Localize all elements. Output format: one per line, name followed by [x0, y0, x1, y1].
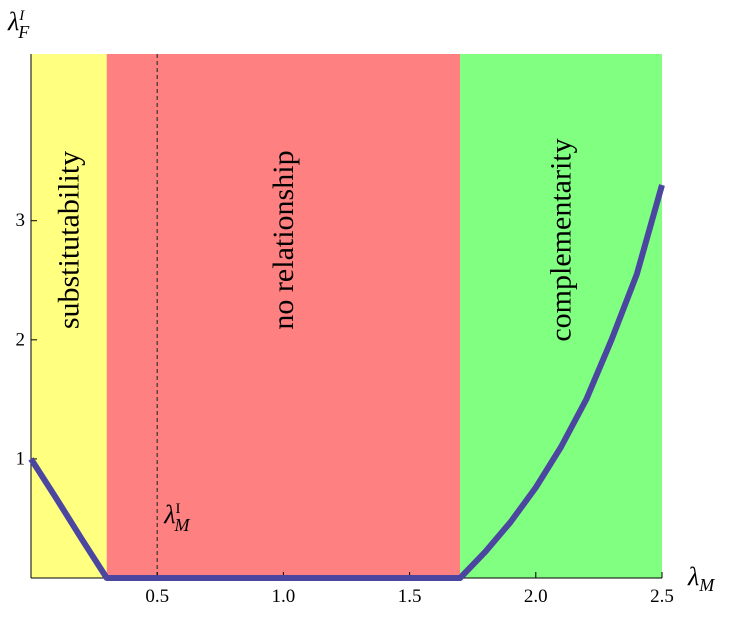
region-1	[106, 54, 461, 578]
regions-layer	[31, 54, 662, 578]
region-label-2: complementarity	[545, 138, 578, 341]
x-tick-label-2: 1.5	[398, 586, 422, 607]
y-tick-label-0: 1	[16, 448, 26, 469]
series-layer	[28, 184, 665, 581]
region-0	[31, 54, 107, 578]
region-labels-layer: substitutability no relationship complemen…	[52, 138, 577, 341]
x-tick-label-1: 1.0	[272, 586, 296, 607]
x-tick-label-3: 2.0	[524, 586, 548, 607]
reference-line-layer: λI M	[156, 54, 190, 578]
x-tick-label-0: 0.5	[145, 586, 169, 607]
x-axis-label: λM	[687, 562, 715, 595]
series-line-0	[28, 184, 665, 581]
region-label-0: substitutability	[52, 151, 85, 329]
region-label-1: no relationship	[267, 150, 300, 329]
axis-labels-layer: λI F λM	[7, 7, 715, 595]
y-tick-label-1: 2	[16, 329, 26, 350]
reference-line-label: λI M	[163, 500, 190, 535]
x-tick-label-4: 2.5	[650, 586, 674, 607]
y-axis-label: λI F	[7, 7, 30, 42]
ticks-layer: 0.5 1.0 1.5 2.0 2.5 1 2 3	[16, 210, 674, 607]
region-2	[460, 54, 662, 578]
y-tick-label-2: 3	[16, 210, 26, 231]
